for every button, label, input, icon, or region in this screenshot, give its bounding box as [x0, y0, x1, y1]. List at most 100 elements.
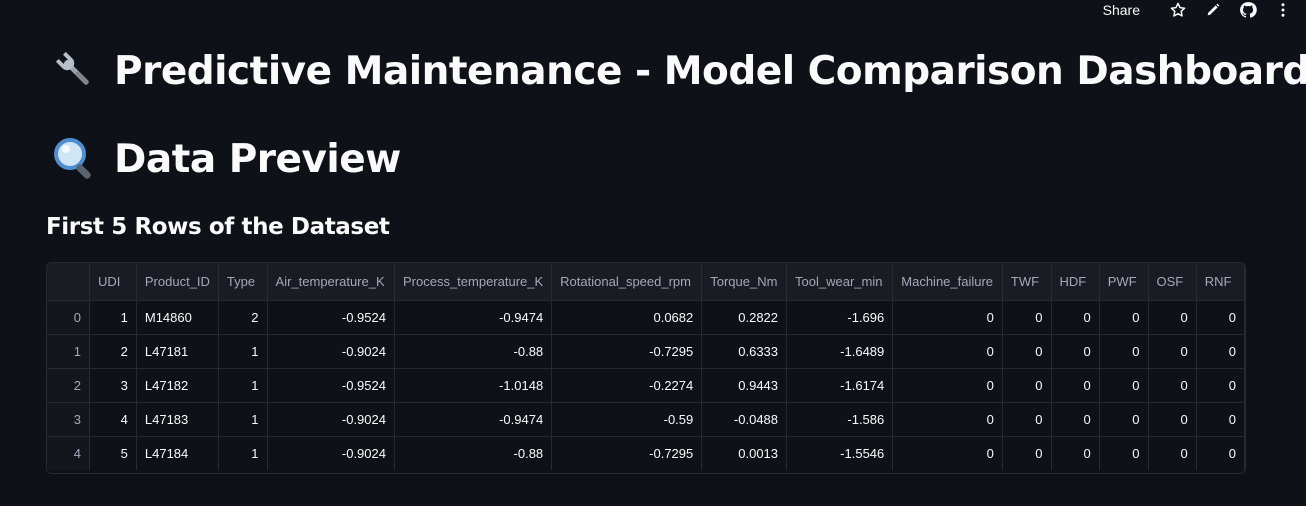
column-header[interactable]: Tool_wear_min: [786, 263, 894, 301]
table-cell[interactable]: 0: [1051, 368, 1100, 403]
table-cell[interactable]: 0: [1051, 436, 1100, 470]
table-cell[interactable]: -1.6174: [786, 368, 894, 403]
row-index[interactable]: 3: [47, 402, 90, 437]
table-cell[interactable]: -0.88: [394, 436, 553, 470]
table-cell[interactable]: 1: [218, 402, 268, 437]
table-cell[interactable]: 0: [1051, 402, 1100, 437]
table-cell[interactable]: -0.0488: [701, 402, 788, 437]
table-cell[interactable]: 0: [892, 300, 1003, 335]
row-index[interactable]: 0: [47, 300, 90, 335]
table-cell[interactable]: -1.6489: [786, 334, 894, 369]
table-cell[interactable]: 1: [218, 368, 268, 403]
column-header[interactable]: Rotational_speed_rpm: [551, 263, 703, 301]
table-cell[interactable]: 0: [892, 402, 1003, 437]
column-header[interactable]: RNF: [1196, 263, 1245, 301]
column-header[interactable]: OSF: [1148, 263, 1197, 301]
more-vertical-icon[interactable]: [1274, 1, 1292, 19]
table-cell[interactable]: 0: [1099, 368, 1149, 403]
table-cell[interactable]: -0.9474: [394, 402, 553, 437]
table-cell[interactable]: -1.5546: [786, 436, 894, 470]
table-cell[interactable]: -0.88: [394, 334, 553, 369]
table-cell[interactable]: 0: [1148, 300, 1197, 335]
page-title-text: Predictive Maintenance - Model Compariso…: [114, 48, 1306, 94]
table-cell[interactable]: 3: [89, 368, 137, 403]
table-cell[interactable]: 0: [1148, 436, 1197, 470]
table-cell[interactable]: -0.9024: [267, 334, 395, 369]
table-row: 0 1 M14860 2 -0.9524 -0.9474 0.0682 0.2822 -1.69…: [47, 300, 1245, 335]
table-cell[interactable]: 0: [1002, 436, 1052, 470]
table-cell[interactable]: 0.6333: [701, 334, 788, 369]
column-header[interactable]: Product_ID: [136, 263, 219, 301]
table-cell[interactable]: -0.7295: [551, 334, 703, 369]
share-button[interactable]: Share: [1102, 2, 1140, 18]
column-header[interactable]: Process_temperature_K: [394, 263, 553, 301]
table-cell[interactable]: 1: [218, 436, 268, 470]
row-index[interactable]: 2: [47, 368, 90, 403]
table-cell[interactable]: -0.59: [551, 402, 703, 437]
table-cell[interactable]: 1: [89, 300, 137, 335]
row-index[interactable]: 4: [47, 436, 90, 470]
table-cell[interactable]: 0.2822: [701, 300, 788, 335]
table-header-row: UDI Product_ID Type Air_temperature_K Proces…: [47, 263, 1245, 301]
row-index[interactable]: 1: [47, 334, 90, 369]
table-cell[interactable]: -0.9524: [267, 300, 395, 335]
table-cell[interactable]: 0: [892, 368, 1003, 403]
table-cell[interactable]: 0: [1196, 334, 1245, 369]
index-column-header[interactable]: [47, 263, 90, 301]
column-header[interactable]: Torque_Nm: [701, 263, 788, 301]
table-cell[interactable]: 0: [1196, 436, 1245, 470]
column-header[interactable]: Air_temperature_K: [267, 263, 395, 301]
table-cell[interactable]: -0.7295: [551, 436, 703, 470]
table-cell[interactable]: 0: [1002, 300, 1052, 335]
data-table[interactable]: UDI Product_ID Type Air_temperature_K Proces…: [46, 262, 1246, 474]
table-cell[interactable]: -0.9524: [267, 368, 395, 403]
github-icon[interactable]: [1239, 1, 1257, 19]
column-header[interactable]: TWF: [1002, 263, 1052, 301]
table-cell[interactable]: 0.9443: [701, 368, 788, 403]
table-cell[interactable]: -1.586: [786, 402, 894, 437]
edit-pencil-icon[interactable]: [1204, 1, 1222, 19]
table-cell[interactable]: L47183: [136, 402, 219, 437]
table-cell[interactable]: 0: [1002, 368, 1052, 403]
table-cell[interactable]: 0: [1196, 368, 1245, 403]
table-cell[interactable]: M14860: [136, 300, 219, 335]
table-cell[interactable]: 0: [1148, 402, 1197, 437]
table-cell[interactable]: 0.0013: [701, 436, 788, 470]
table-cell[interactable]: 0.0682: [551, 300, 703, 335]
column-header[interactable]: PWF: [1099, 263, 1149, 301]
table-cell[interactable]: -0.9024: [267, 436, 395, 470]
table-cell[interactable]: 5: [89, 436, 137, 470]
table-cell[interactable]: 0: [1148, 368, 1197, 403]
column-header[interactable]: HDF: [1051, 263, 1100, 301]
star-icon[interactable]: [1169, 1, 1187, 19]
table-cell[interactable]: 0: [1099, 300, 1149, 335]
column-header[interactable]: UDI: [89, 263, 137, 301]
table-cell[interactable]: 0: [1196, 402, 1245, 437]
table-cell[interactable]: L47181: [136, 334, 219, 369]
column-header[interactable]: Machine_failure: [892, 263, 1003, 301]
table-cell[interactable]: L47184: [136, 436, 219, 470]
table-cell[interactable]: -1.0148: [394, 368, 553, 403]
table-cell[interactable]: 0: [1002, 334, 1052, 369]
table-cell[interactable]: 0: [1099, 402, 1149, 437]
table-cell[interactable]: 0: [1051, 334, 1100, 369]
column-header[interactable]: Type: [218, 263, 268, 301]
table-cell[interactable]: 2: [89, 334, 137, 369]
table-cell[interactable]: -0.9474: [394, 300, 553, 335]
table-cell[interactable]: 0: [892, 436, 1003, 470]
table-cell[interactable]: 0: [1099, 436, 1149, 470]
table-cell[interactable]: L47182: [136, 368, 219, 403]
table-cell[interactable]: 4: [89, 402, 137, 437]
table-cell[interactable]: 0: [892, 334, 1003, 369]
table-cell[interactable]: 2: [218, 300, 268, 335]
table-cell[interactable]: 0: [1002, 402, 1052, 437]
table-cell[interactable]: 0: [1051, 300, 1100, 335]
table-cell[interactable]: 0: [1099, 334, 1149, 369]
table-cell[interactable]: 0: [1148, 334, 1197, 369]
app-toolbar: Share: [1103, 0, 1306, 20]
table-cell[interactable]: -0.9024: [267, 402, 395, 437]
table-cell[interactable]: 1: [218, 334, 268, 369]
table-cell[interactable]: -1.696: [786, 300, 894, 335]
table-cell[interactable]: -0.2274: [551, 368, 703, 403]
table-cell[interactable]: 0: [1196, 300, 1245, 335]
